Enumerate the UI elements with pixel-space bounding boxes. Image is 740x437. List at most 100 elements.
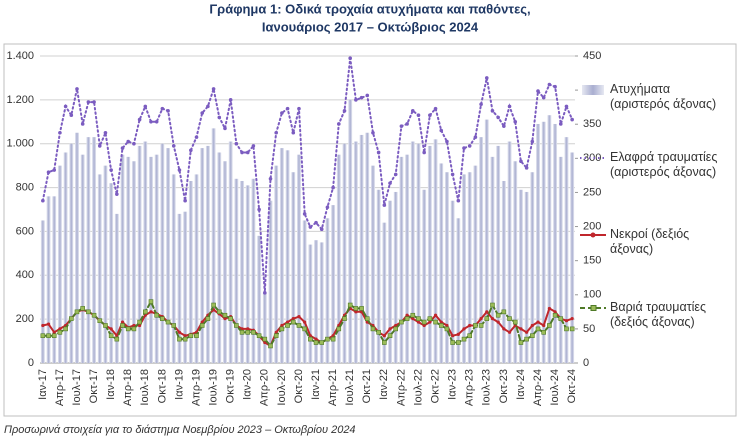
marker: [382, 203, 387, 207]
bar: [382, 222, 387, 363]
marker: [513, 119, 518, 124]
marker: [394, 323, 398, 328]
marker: [564, 326, 569, 332]
bar: [422, 189, 427, 363]
x-tick-label: Οκτ-22: [429, 369, 441, 403]
marker: [74, 309, 80, 315]
marker: [541, 329, 546, 335]
y2-tick-label: 100: [583, 289, 601, 301]
marker: [314, 220, 318, 225]
marker: [251, 329, 256, 335]
marker: [325, 205, 330, 210]
marker: [303, 320, 307, 324]
bar: [524, 191, 529, 363]
marker: [416, 320, 421, 324]
marker: [86, 100, 91, 104]
marker: [496, 320, 500, 324]
marker: [223, 317, 227, 321]
bar: [393, 191, 398, 363]
marker: [245, 150, 250, 155]
x-tick-label: Οκτ-21: [361, 369, 373, 403]
x-tick-label: Ιουλ-20: [276, 369, 288, 406]
bar: [319, 242, 324, 363]
bar: [57, 165, 62, 363]
marker: [46, 322, 51, 326]
bar: [484, 119, 489, 363]
marker: [290, 319, 296, 325]
line: [41, 299, 574, 348]
bar: [507, 141, 512, 363]
marker: [263, 291, 267, 295]
marker: [149, 119, 153, 124]
marker: [410, 109, 415, 113]
bar: [205, 145, 210, 363]
marker: [46, 333, 51, 339]
legend-entry: Βαριά τραυματίες (δεξιός άξονας): [610, 300, 707, 329]
bar: [257, 235, 262, 363]
y2-tick-label: 250: [583, 186, 601, 198]
marker: [177, 336, 182, 342]
x-tick-label: Απρ-19: [190, 369, 202, 406]
marker: [433, 313, 438, 317]
legend-entry: Νεκροί (δεξιός άξονας): [610, 227, 690, 256]
marker: [451, 334, 455, 338]
marker: [63, 104, 68, 109]
marker: [359, 310, 364, 314]
bar: [462, 174, 467, 363]
bar: [52, 196, 57, 363]
marker: [564, 104, 569, 109]
marker: [132, 141, 136, 146]
marker: [485, 310, 489, 314]
marker: [143, 104, 148, 109]
marker: [149, 310, 153, 314]
marker: [240, 327, 244, 331]
bar: [274, 165, 279, 363]
bar: [63, 152, 68, 363]
marker: [200, 111, 205, 115]
bar: [496, 145, 501, 363]
marker: [308, 336, 313, 342]
marker: [285, 106, 290, 111]
marker: [165, 319, 171, 325]
bar: [342, 143, 347, 363]
marker: [120, 146, 125, 150]
marker: [314, 337, 318, 341]
marker: [263, 340, 267, 345]
bar: [467, 172, 472, 363]
x-tick-label: Ιουλ-24: [549, 369, 561, 406]
marker: [138, 323, 142, 328]
bar: [69, 143, 74, 363]
marker: [530, 139, 535, 144]
marker: [387, 333, 393, 339]
marker: [535, 326, 541, 332]
x-tick-label: Ιαν-22: [378, 369, 390, 400]
marker: [422, 150, 426, 155]
marker: [41, 323, 45, 328]
bar: [114, 213, 119, 363]
bar: [228, 141, 233, 363]
marker: [421, 319, 427, 325]
y2-tick-label: 50: [583, 323, 595, 335]
marker: [484, 76, 489, 80]
marker: [353, 306, 359, 311]
x-tick-label: Ιαν-24: [515, 369, 527, 400]
bar: [120, 154, 125, 363]
marker: [382, 340, 387, 345]
marker: [467, 333, 473, 339]
marker: [370, 326, 376, 332]
marker: [222, 312, 228, 318]
marker: [223, 126, 227, 131]
marker: [502, 327, 506, 331]
marker: [438, 323, 444, 328]
marker: [115, 192, 119, 196]
marker: [519, 159, 523, 164]
marker: [183, 334, 187, 338]
marker: [359, 306, 364, 311]
marker: [388, 327, 392, 331]
marker: [547, 306, 551, 311]
marker: [142, 309, 148, 315]
marker: [478, 323, 484, 328]
marker: [91, 312, 97, 318]
bar: [143, 141, 148, 363]
